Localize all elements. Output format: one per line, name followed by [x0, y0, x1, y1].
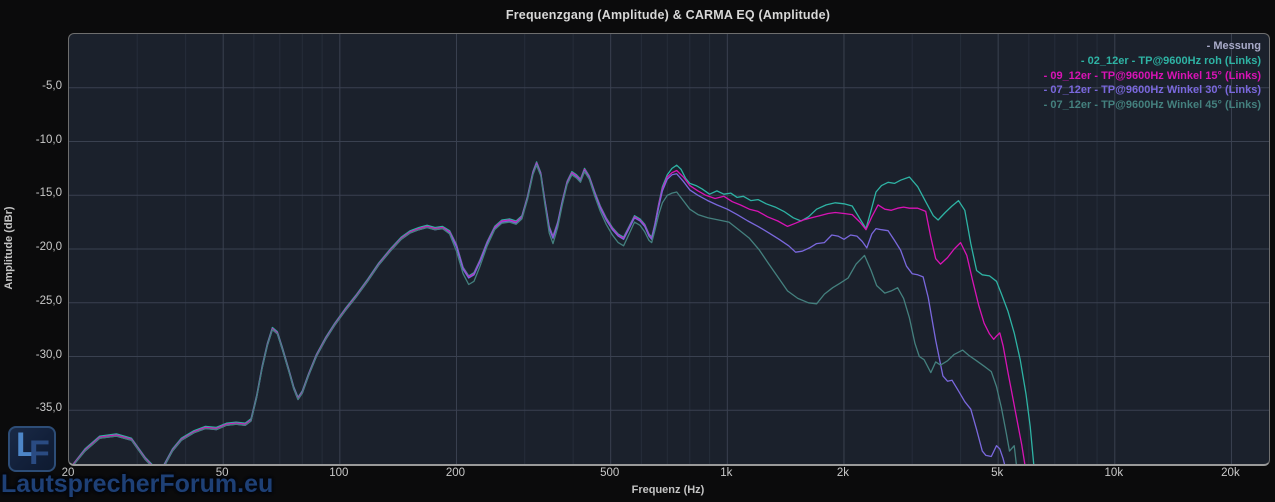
legend-item: - 07_12er - TP@9600Hz Winkel 45° (Links)	[1043, 99, 1261, 112]
y-tick-label: -20,0	[35, 241, 62, 253]
y-tick-label: -35,0	[35, 402, 62, 415]
frequency-response-plot	[69, 34, 1269, 464]
y-axis-title: Amplitude (dBr)	[3, 206, 15, 290]
x-tick-label: 5k	[991, 467, 1004, 479]
curve-series-1	[72, 161, 1035, 464]
x-axis-ticks: 20 50 100 200 500 1k 2k 5k 10k 20k	[0, 467, 1275, 483]
curve-series-3	[73, 163, 1006, 464]
x-tick-label: 20k	[1221, 467, 1240, 479]
chart-title: Frequenzgang (Amplitude) & CARMA EQ (Amp…	[505, 8, 831, 22]
plot-area: - Messung - 02_12er - TP@9600Hz roh (Link…	[68, 33, 1270, 466]
y-tick-label: -15,0	[35, 187, 62, 200]
x-tick-label: 50	[215, 467, 229, 479]
legend-item: - 07_12er - TP@9600Hz Winkel 30° (Links)	[1043, 84, 1261, 97]
legend-item: - Messung	[1206, 40, 1261, 52]
x-axis-title: Frequenz (Hz)	[631, 484, 705, 496]
watermark-text: LautsprecherForum.eu	[1, 470, 274, 498]
legend-item: - 09_12er - TP@9600Hz Winkel 15° (Links)	[1043, 69, 1261, 82]
lautsprecherforum-logo: L F	[8, 426, 56, 472]
y-tick-label: -25,0	[35, 294, 62, 307]
y-tick-label: -30,0	[35, 348, 62, 361]
x-tick-label: 1k	[720, 467, 733, 479]
logo-letter-l: L	[16, 426, 37, 464]
y-tick-label: -10,0	[35, 133, 62, 146]
x-tick-label: 10k	[1104, 467, 1124, 479]
x-tick-label: 200	[445, 467, 466, 479]
x-tick-label: 20	[61, 467, 75, 479]
curve-series-4	[73, 164, 1017, 464]
logo-letter-f: F	[29, 434, 50, 472]
x-tick-label: 500	[600, 467, 620, 479]
x-tick-label: 100	[329, 467, 349, 479]
legend: - Messung - 02_12er - TP@9600Hz roh (Link…	[1044, 39, 1261, 113]
legend-item: - 02_12er - TP@9600Hz roh (Links)	[1080, 54, 1261, 67]
x-tick-label: 2k	[836, 467, 850, 479]
y-tick-label: -5,0	[42, 79, 62, 92]
curve-series-2	[72, 162, 1026, 464]
y-axis-ticks: -5,0 -10,0 -15,0 -20,0 -25,0 -30,0 -35,0	[0, 0, 62, 502]
